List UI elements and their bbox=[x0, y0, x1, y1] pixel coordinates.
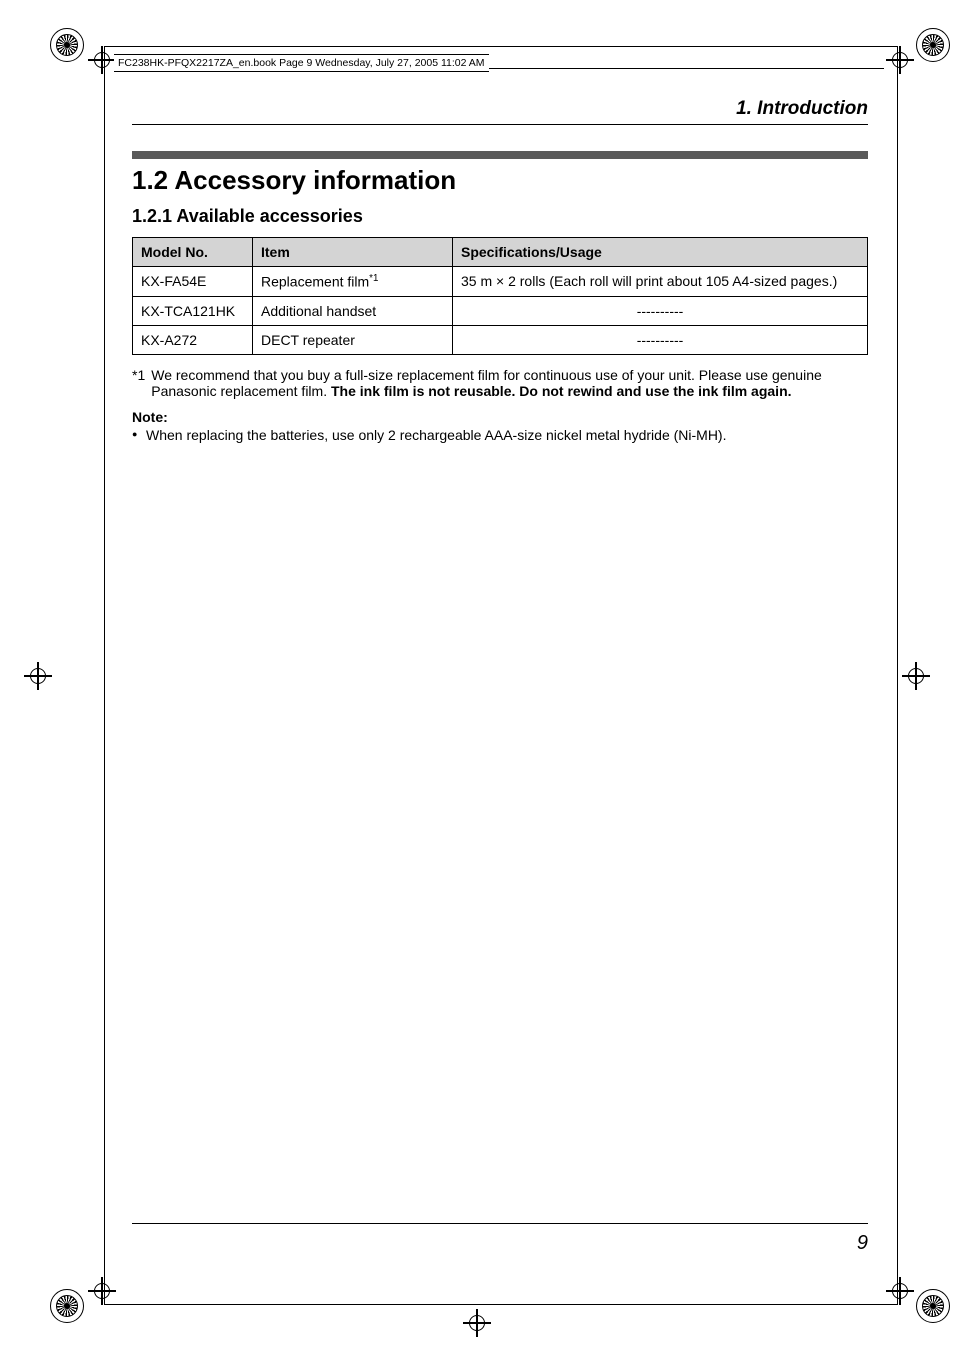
col-item: Item bbox=[253, 238, 453, 267]
table-header-row: Model No. Item Specifications/Usage bbox=[133, 238, 868, 267]
cell-model: KX-TCA121HK bbox=[133, 296, 253, 325]
cell-spec: ---------- bbox=[453, 296, 868, 325]
section-bar bbox=[132, 151, 868, 159]
cell-item: Additional handset bbox=[253, 296, 453, 325]
running-head: 1. Introduction bbox=[132, 98, 868, 125]
table-row: KX-A272DECT repeater---------- bbox=[133, 325, 868, 354]
book-header-text: FC238HK-PFQX2217ZA_en.book Page 9 Wednes… bbox=[114, 54, 489, 72]
col-spec: Specifications/Usage bbox=[453, 238, 868, 267]
cell-item: DECT repeater bbox=[253, 325, 453, 354]
subsection-title: 1.2.1 Available accessories bbox=[132, 206, 868, 227]
page-number: 9 bbox=[857, 1232, 868, 1254]
col-model: Model No. bbox=[133, 238, 253, 267]
registration-target-icon bbox=[916, 1289, 950, 1323]
footnote: *1 We recommend that you buy a full-size… bbox=[132, 367, 868, 399]
crosshair-icon bbox=[902, 662, 930, 690]
registration-target-icon bbox=[50, 28, 84, 62]
note-item: When replacing the batteries, use only 2… bbox=[132, 427, 868, 443]
registration-target-icon bbox=[50, 1289, 84, 1323]
footnote-marker: *1 bbox=[132, 367, 145, 399]
crosshair-icon bbox=[463, 1309, 491, 1337]
page-footer: 9 bbox=[132, 1223, 868, 1255]
cell-item: Replacement film*1 bbox=[253, 267, 453, 297]
footnote-ref: *1 bbox=[369, 273, 378, 284]
crosshair-icon bbox=[88, 46, 116, 74]
footnote-bold: The ink film is not reusable. Do not rew… bbox=[331, 383, 792, 399]
crosshair-icon bbox=[886, 1277, 914, 1305]
crosshair-icon bbox=[88, 1277, 116, 1305]
table-row: KX-FA54EReplacement film*135 m × 2 rolls… bbox=[133, 267, 868, 297]
cell-model: KX-FA54E bbox=[133, 267, 253, 297]
crosshair-icon bbox=[886, 46, 914, 74]
note-label: Note: bbox=[132, 409, 868, 425]
cell-spec: 35 m × 2 rolls (Each roll will print abo… bbox=[453, 267, 868, 297]
section-title: 1.2 Accessory information bbox=[132, 165, 868, 196]
table-row: KX-TCA121HKAdditional handset---------- bbox=[133, 296, 868, 325]
accessories-table: Model No. Item Specifications/Usage KX-F… bbox=[132, 237, 868, 355]
crosshair-icon bbox=[24, 662, 52, 690]
registration-target-icon bbox=[916, 28, 950, 62]
page-content: 1. Introduction 1.2 Accessory informatio… bbox=[132, 98, 868, 1255]
book-header: FC238HK-PFQX2217ZA_en.book Page 9 Wednes… bbox=[118, 54, 884, 72]
cell-spec: ---------- bbox=[453, 325, 868, 354]
note-list: When replacing the batteries, use only 2… bbox=[132, 427, 868, 443]
footnote-body: We recommend that you buy a full-size re… bbox=[151, 367, 868, 399]
cell-model: KX-A272 bbox=[133, 325, 253, 354]
